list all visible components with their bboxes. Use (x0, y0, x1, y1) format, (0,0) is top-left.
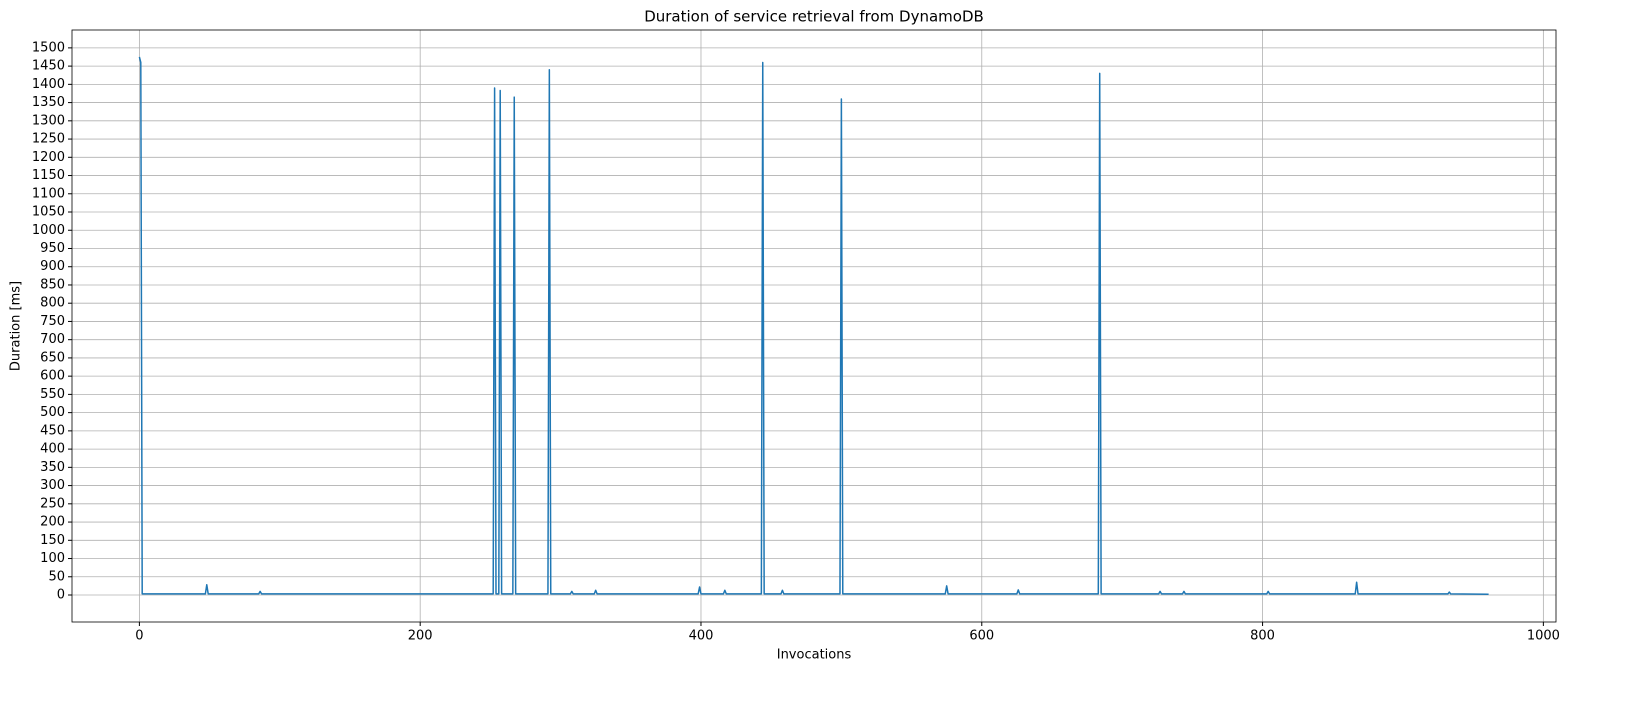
x-tick-label: 800 (1250, 629, 1275, 644)
y-tick-label: 1350 (32, 95, 65, 110)
y-tick-label: 0 (57, 588, 65, 603)
y-tick-label: 850 (40, 277, 65, 292)
y-tick-label: 950 (40, 241, 65, 256)
y-tick-label: 100 (40, 551, 65, 566)
y-tick-label: 800 (40, 296, 65, 311)
y-tick-label: 1200 (32, 150, 65, 165)
y-tick-label: 1450 (32, 59, 65, 74)
data-line (138, 56, 1489, 596)
y-tick-label: 1250 (32, 132, 65, 147)
y-tick-label: 1400 (32, 77, 65, 92)
y-tick-label: 1050 (32, 205, 65, 220)
y-tick-label: 250 (40, 496, 65, 511)
x-tick-label: 600 (969, 629, 994, 644)
y-axis-label: Duration [ms] (9, 281, 24, 371)
y-tick-label: 1150 (32, 168, 65, 183)
x-tick-label: 0 (135, 629, 143, 644)
y-tick-label: 350 (40, 460, 65, 475)
y-tick-label: 450 (40, 423, 65, 438)
y-tick-label: 550 (40, 387, 65, 402)
x-tick-label: 1000 (1527, 629, 1560, 644)
plot-frame (71, 29, 1557, 623)
y-tick-label: 1500 (32, 40, 65, 55)
y-tick-label: 750 (40, 314, 65, 329)
y-tick-label: 650 (40, 350, 65, 365)
chart-title: Duration of service retrieval from Dynam… (644, 8, 984, 26)
y-tick-label: 600 (40, 369, 65, 384)
y-tick-label: 900 (40, 259, 65, 274)
y-tick-label: 500 (40, 405, 65, 420)
x-tick-label: 200 (408, 629, 433, 644)
y-tick-label: 1000 (32, 223, 65, 238)
y-tick-label: 1100 (32, 186, 65, 201)
y-tick-label: 150 (40, 533, 65, 548)
y-tick-label: 200 (40, 515, 65, 530)
y-tick-label: 1300 (32, 113, 65, 128)
y-tick-label: 400 (40, 442, 65, 457)
x-tick-label: 400 (689, 629, 714, 644)
y-tick-label: 700 (40, 332, 65, 347)
x-axis-label: Invocations (777, 648, 852, 663)
y-tick-label: 50 (48, 569, 65, 584)
y-tick-label: 300 (40, 478, 65, 493)
